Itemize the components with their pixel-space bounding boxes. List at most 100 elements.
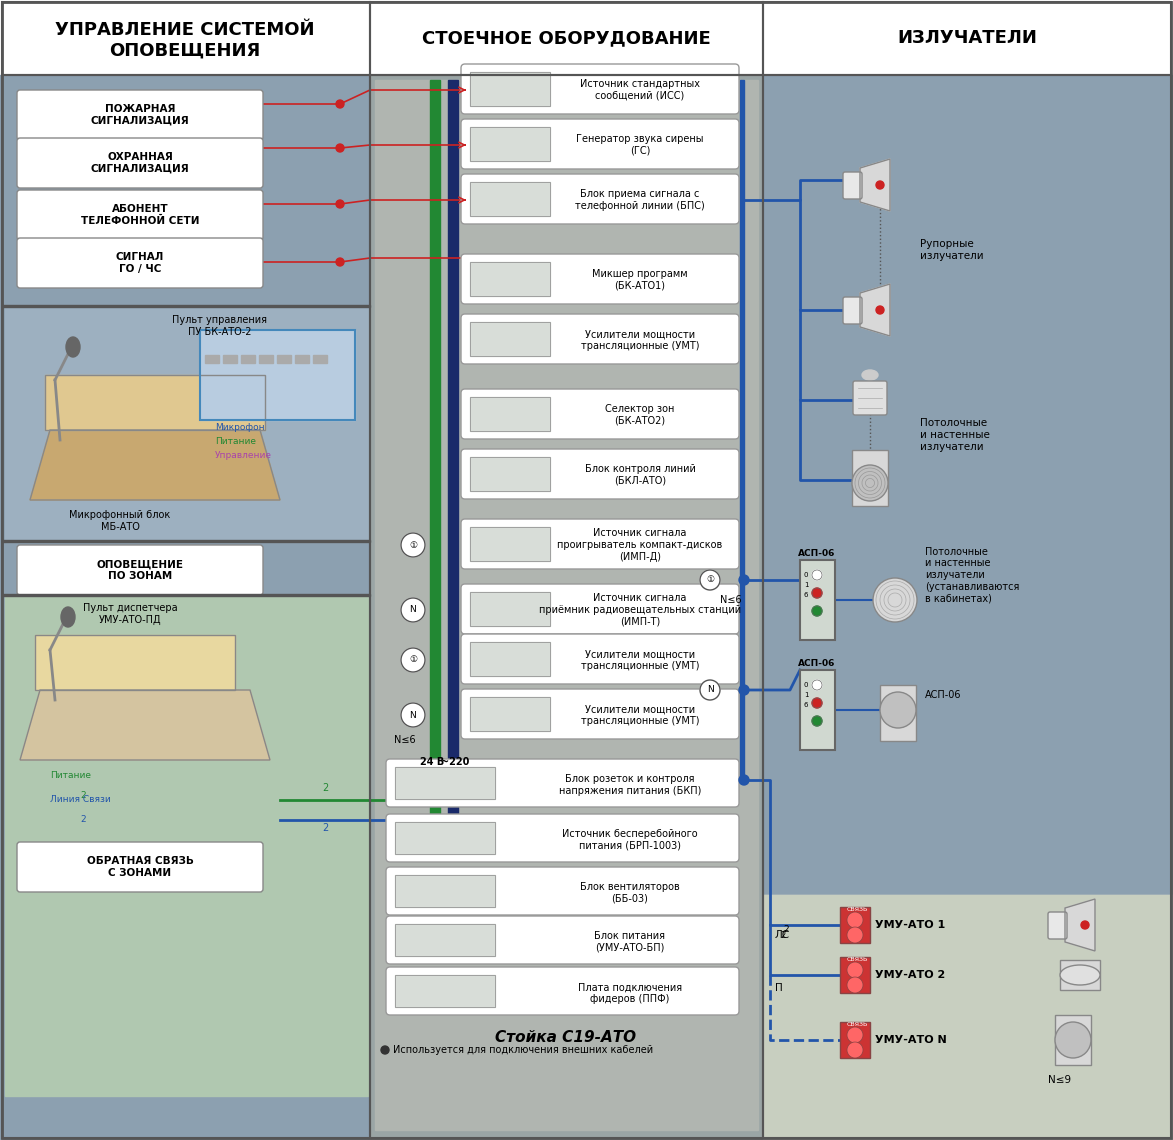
Text: ИЗЛУЧАТЕЛИ: ИЗЛУЧАТЕЛИ — [897, 28, 1037, 47]
Bar — [470, 321, 550, 356]
Bar — [470, 127, 550, 161]
FancyBboxPatch shape — [461, 584, 739, 634]
Text: Генератор звука сирены
(ГС): Генератор звука сирены (ГС) — [576, 135, 704, 156]
Text: СВЯЗЬ: СВЯЗЬ — [846, 907, 868, 912]
Ellipse shape — [61, 606, 75, 627]
Bar — [2, 594, 369, 596]
Circle shape — [847, 1027, 863, 1043]
Bar — [762, 2, 1171, 75]
Bar — [762, 75, 1171, 1138]
FancyBboxPatch shape — [461, 174, 739, 223]
Text: Микрофон: Микрофон — [215, 423, 265, 432]
FancyBboxPatch shape — [461, 689, 739, 739]
Text: ЛС: ЛС — [775, 930, 791, 940]
Text: Усилители мощности
трансляционные (УМТ): Усилители мощности трансляционные (УМТ) — [581, 649, 699, 670]
Bar — [0, 75, 369, 1140]
Bar — [45, 375, 265, 430]
Text: N≤6: N≤6 — [394, 735, 415, 746]
Text: 2: 2 — [780, 930, 785, 939]
Bar — [369, 75, 762, 1138]
Text: Источник бесперебойного
питания (БРП-1003): Источник бесперебойного питания (БРП-100… — [562, 829, 698, 850]
FancyBboxPatch shape — [843, 298, 862, 324]
Bar — [880, 685, 916, 741]
Text: N: N — [409, 605, 416, 614]
Circle shape — [812, 588, 822, 598]
Text: ОПОВЕЩЕНИЕ
ПО ЗОНАМ: ОПОВЕЩЕНИЕ ПО ЗОНАМ — [96, 560, 183, 580]
Bar — [1055, 1015, 1091, 1065]
Bar — [395, 975, 495, 1007]
Text: Питание: Питание — [215, 438, 256, 447]
Bar — [470, 697, 550, 731]
Bar — [470, 457, 550, 491]
Bar — [395, 925, 495, 956]
Circle shape — [401, 703, 425, 727]
Text: Используется для подключения внешних кабелей: Используется для подключения внешних каб… — [393, 1045, 653, 1055]
Polygon shape — [1065, 899, 1096, 951]
Text: N≤6: N≤6 — [720, 595, 741, 605]
Text: Блок приема сигнала с
телефонной линии (БПС): Блок приема сигнала с телефонной линии (… — [575, 189, 705, 211]
Text: АБОНЕНТ
ТЕЛЕФОННОЙ СЕТИ: АБОНЕНТ ТЕЛЕФОННОЙ СЕТИ — [81, 204, 199, 226]
Text: ПОЖАРНАЯ
СИГНАЛИЗАЦИЯ: ПОЖАРНАЯ СИГНАЛИЗАЦИЯ — [90, 104, 189, 125]
Text: УМУ-АТО 2: УМУ-АТО 2 — [875, 970, 945, 980]
Bar — [2, 540, 369, 542]
Text: Стойка С19-АТО: Стойка С19-АТО — [495, 1031, 637, 1045]
Bar — [369, 75, 762, 1140]
Bar — [470, 127, 550, 161]
Bar — [375, 80, 758, 1130]
Text: АСП-06: АСП-06 — [925, 690, 962, 700]
FancyBboxPatch shape — [461, 519, 739, 569]
Text: ①: ① — [409, 656, 418, 665]
Bar — [240, 355, 255, 363]
Circle shape — [700, 570, 720, 591]
FancyBboxPatch shape — [386, 868, 739, 915]
Text: Источник сигнала
приёмник радиовещательных станций
(ИМП-Т): Источник сигнала приёмник радиовещательн… — [538, 594, 741, 627]
Text: ①: ① — [706, 576, 714, 585]
Bar — [470, 642, 550, 676]
Polygon shape — [20, 690, 270, 760]
Bar — [223, 355, 237, 363]
Bar — [470, 262, 550, 296]
Text: Пульт диспетчера
УМУ-АТО-ПД: Пульт диспетчера УМУ-АТО-ПД — [82, 603, 177, 625]
Bar — [395, 876, 495, 907]
Circle shape — [1082, 921, 1089, 929]
Circle shape — [401, 648, 425, 671]
Text: Пульт управления
ПУ БК-АТО-2: Пульт управления ПУ БК-АТО-2 — [172, 315, 267, 336]
Circle shape — [335, 144, 344, 152]
Bar — [2, 306, 369, 307]
Bar — [470, 182, 550, 215]
Bar — [201, 329, 355, 420]
Circle shape — [812, 570, 822, 580]
Bar — [0, 0, 1173, 75]
Bar — [470, 321, 550, 356]
Bar — [277, 355, 291, 363]
Bar — [762, 895, 1171, 1138]
Bar — [395, 876, 495, 907]
FancyBboxPatch shape — [386, 967, 739, 1015]
Text: АСП-06: АСП-06 — [799, 659, 835, 668]
Text: СВЯЗЬ: СВЯЗЬ — [846, 1021, 868, 1027]
Text: Рупорные
излучатели: Рупорные излучатели — [920, 239, 984, 261]
Text: АСП-06: АСП-06 — [799, 549, 835, 557]
Bar — [470, 72, 550, 106]
Bar — [369, 2, 762, 75]
Bar — [259, 355, 273, 363]
Circle shape — [401, 598, 425, 622]
Circle shape — [847, 977, 863, 993]
FancyBboxPatch shape — [386, 759, 739, 807]
Circle shape — [335, 200, 344, 207]
Text: УПРАВЛЕНИЕ СИСТЕМОЙ
ОПОВЕЩЕНИЯ: УПРАВЛЕНИЕ СИСТЕМОЙ ОПОВЕЩЕНИЯ — [55, 21, 314, 59]
Bar — [470, 457, 550, 491]
Ellipse shape — [1060, 964, 1100, 985]
Polygon shape — [860, 158, 890, 211]
Text: 2: 2 — [80, 790, 86, 799]
Text: Управление: Управление — [215, 451, 272, 461]
Bar — [205, 355, 219, 363]
Bar — [395, 822, 495, 854]
FancyBboxPatch shape — [461, 634, 739, 684]
Circle shape — [739, 575, 750, 585]
Bar — [395, 822, 495, 854]
Ellipse shape — [862, 370, 879, 380]
Text: Блок контроля линий
(БКЛ-АТО): Блок контроля линий (БКЛ-АТО) — [584, 464, 696, 486]
Text: ОБРАТНАЯ СВЯЗЬ
С ЗОНАМИ: ОБРАТНАЯ СВЯЗЬ С ЗОНАМИ — [87, 856, 194, 878]
Bar — [852, 450, 888, 506]
